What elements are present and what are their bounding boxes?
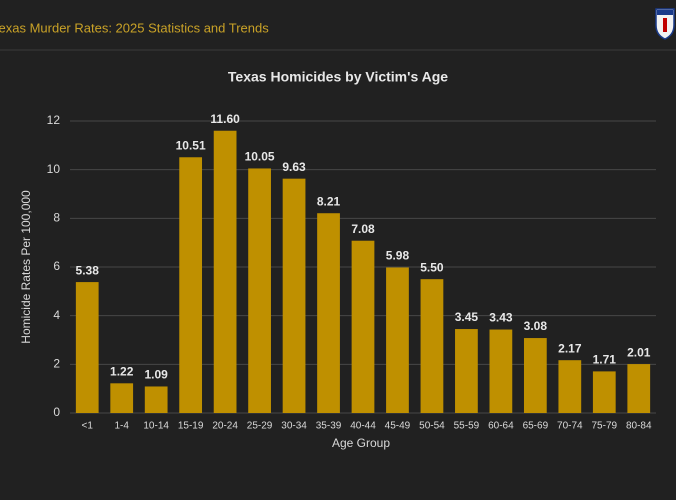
bar [386,267,409,413]
x-tick-label: 20-24 [212,421,238,432]
value-label: 1.71 [593,353,617,367]
x-tick-label: 1-4 [114,421,129,432]
value-label: 7.08 [351,222,375,236]
bar [558,360,582,413]
x-tick-label: 15-19 [178,421,204,432]
bar [420,279,444,413]
x-tick-label: 70-74 [557,421,583,432]
bar [213,130,237,413]
x-tick-label: <1 [82,421,94,432]
x-tick-label: 55-59 [454,421,480,432]
chart-title: Texas Homicides by Victim's Age [228,69,448,85]
x-axis-title: Age Group [332,436,390,450]
x-tick-label: 30-34 [281,421,307,432]
y-tick-label: 8 [53,211,60,225]
x-tick-label: 80-84 [626,421,652,432]
value-label: 11.60 [210,112,240,126]
x-tick-label: 10-14 [143,421,169,432]
value-label: 10.05 [245,150,275,164]
bar [282,178,306,413]
value-label: 9.63 [282,160,306,174]
logo [655,8,675,40]
x-tick-label: 50-54 [419,421,445,432]
bar [179,157,203,413]
x-tick-label: 75-79 [592,421,618,432]
y-tick-label: 4 [53,308,60,322]
bar [144,386,168,413]
x-tick-label: 60-64 [488,421,514,432]
y-tick-label: 6 [53,259,60,273]
page-title: Texas Murder Rates: 2025 Statistics and … [0,20,269,35]
value-label: 1.09 [144,368,168,382]
x-tick-label: 25-29 [247,421,273,432]
value-label: 5.98 [386,249,410,263]
bar [110,383,134,413]
y-tick-label: 2 [53,357,60,371]
value-label: 5.50 [420,260,444,274]
value-label: 1.22 [110,364,134,378]
bar [248,168,271,413]
bar [523,338,547,413]
x-tick-label: 45-49 [385,421,411,432]
value-label: 10.51 [176,138,206,152]
bar [489,329,513,413]
value-label: 3.43 [489,311,513,325]
value-label: 5.38 [76,263,100,277]
bar [75,282,99,413]
y-tick-label: 10 [47,162,61,176]
x-tick-label: 65-69 [523,421,549,432]
y-tick-label: 0 [53,405,60,419]
bar [351,240,375,413]
bar [592,371,616,413]
y-axis-title: Homicide Rates Per 100,000 [19,190,33,344]
bar [627,364,651,413]
bar [455,329,478,413]
value-label: 2.17 [558,341,582,355]
x-tick-label: 40-44 [350,421,376,432]
y-tick-label: 12 [47,113,61,127]
x-tick-label: 35-39 [316,421,342,432]
value-label: 3.08 [524,319,548,333]
value-label: 3.45 [455,310,479,324]
value-label: 8.21 [317,194,341,208]
value-label: 2.01 [627,345,651,359]
bar [317,213,340,413]
